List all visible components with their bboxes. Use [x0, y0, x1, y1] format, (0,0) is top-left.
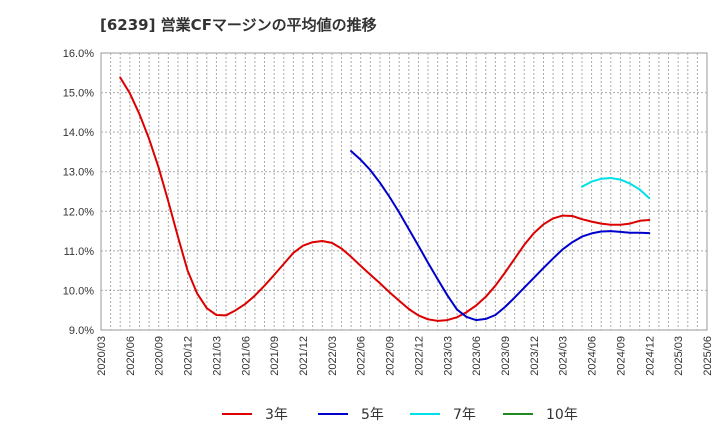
legend-label: 7年	[453, 407, 476, 423]
x-tick-label: 2021/12	[298, 336, 310, 376]
x-tick-label: 2021/06	[240, 336, 252, 376]
x-tick-label: 2021/09	[269, 336, 281, 376]
x-tick-label: 2022/03	[327, 336, 339, 376]
x-tick-label: 2023/03	[442, 336, 454, 376]
y-tick-label: 12.0%	[63, 206, 94, 218]
legend-label: 3年	[265, 407, 288, 423]
series-line-3	[581, 177, 651, 200]
y-tick-label: 10.0%	[63, 285, 94, 297]
plot-area	[100, 52, 708, 331]
y-tick-label: 9.0%	[69, 325, 94, 337]
series-line-1	[119, 76, 651, 322]
x-tick-label: 2022/09	[385, 336, 397, 376]
series-line-2	[350, 150, 651, 322]
x-tick-label: 2023/09	[500, 336, 512, 376]
x-tick-label: 2022/06	[356, 336, 368, 376]
y-tick-label: 11.0%	[64, 246, 95, 258]
x-tick-label: 2021/03	[211, 336, 223, 376]
y-axis: 9.0% 10.0% 11.0% 12.0% 13.0% 14.0% 15.0% 16.0%	[63, 48, 94, 337]
x-tick-label: 2023/12	[529, 336, 541, 376]
series-layer	[119, 76, 651, 322]
grid	[101, 53, 707, 330]
y-tick-label: 15.0%	[63, 88, 94, 100]
x-tick-label: 2024/03	[558, 336, 570, 376]
x-tick-label: 2024/06	[587, 336, 599, 376]
y-tick-label: 14.0%	[63, 127, 94, 139]
legend-label: 5年	[361, 407, 384, 423]
x-tick-label: 2022/12	[413, 336, 425, 376]
x-tick-label: 2024/12	[644, 336, 656, 376]
y-tick-label: 13.0%	[63, 167, 94, 179]
legend: 3年 5年 7年 10年	[222, 407, 578, 423]
x-tick-label: 2020/12	[183, 336, 195, 376]
x-tick-label: 2025/03	[673, 336, 685, 376]
x-tick-label: 2020/03	[96, 336, 108, 376]
x-tick-label: 2025/06	[702, 336, 714, 376]
x-tick-label: 2020/09	[154, 336, 166, 376]
x-tick-label: 2024/09	[615, 336, 627, 376]
y-tick-label: 16.0%	[63, 48, 94, 60]
chart-title: [6239] 営業CFマージンの平均値の推移	[100, 16, 377, 34]
legend-label: 10年	[546, 407, 578, 423]
x-tick-label: 2023/06	[471, 336, 483, 376]
x-axis: 2020/03 2020/06 2020/09 2020/12 2021/03 2021/…	[96, 336, 714, 376]
x-tick-label: 2020/06	[125, 336, 137, 376]
